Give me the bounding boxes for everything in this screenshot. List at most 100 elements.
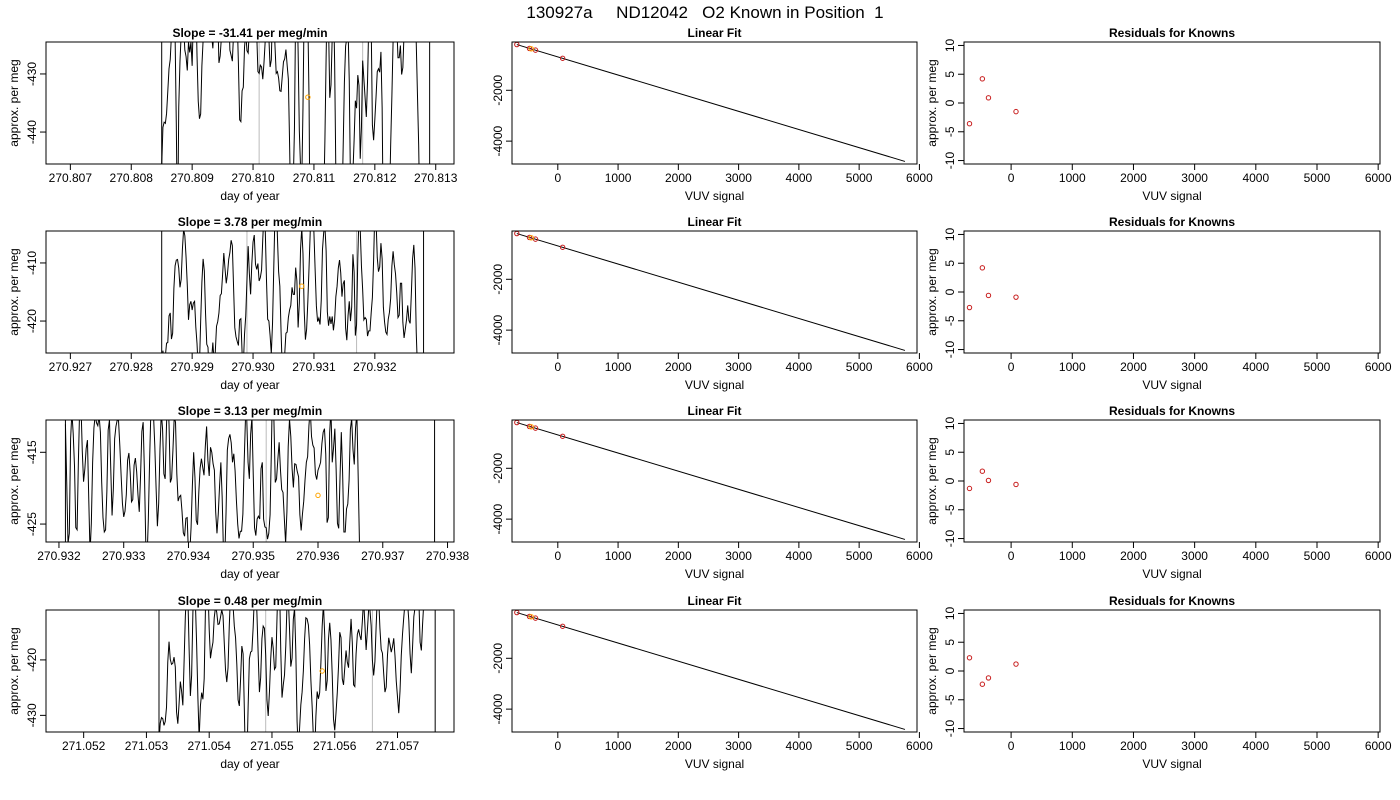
- y-tick-label: -5: [943, 504, 957, 515]
- plot-area: [966, 655, 1019, 687]
- x-tick-label: 5000: [846, 739, 873, 753]
- x-tick-label: 4000: [786, 360, 813, 374]
- x-tick-label: 3000: [1181, 360, 1208, 374]
- x-tick-label: 270.933: [102, 549, 146, 563]
- y-tick-label: -410: [25, 251, 39, 275]
- plot-area: [966, 76, 1019, 127]
- known-point: [985, 292, 992, 299]
- x-axis-label: day of year: [220, 567, 279, 581]
- x-axis-label: VUV signal: [685, 189, 744, 203]
- x-tick-label: 4000: [786, 549, 813, 563]
- plot-frame: [45, 609, 455, 733]
- x-tick-label: 5000: [1304, 549, 1331, 563]
- x-tick-label: 1000: [1059, 360, 1086, 374]
- x-tick-label: 6000: [1365, 360, 1392, 374]
- x-tick-label: 271.053: [125, 739, 169, 753]
- y-tick-label: -440: [25, 120, 39, 144]
- plot-frame: [511, 230, 918, 354]
- y-tick-label: -4000: [491, 314, 505, 345]
- chart-panel-10: Residuals for Knowns 0 1000 2000 3000 4000 500…: [925, 215, 1392, 392]
- known-point: [985, 477, 992, 484]
- x-tick-label: 270.935: [232, 549, 276, 563]
- current-point: [528, 46, 534, 52]
- x-tick-label: 270.938: [426, 549, 470, 563]
- series-line-1: [161, 42, 420, 164]
- x-tick-label: 6000: [906, 360, 933, 374]
- y-tick-label: -415: [25, 440, 39, 464]
- chart-panel-6: Linear Fit 0 1000 2000 3000 4000 5000 6000 -2000…: [491, 215, 933, 392]
- chart-title: Slope = 0.48 per meg/min: [178, 594, 322, 608]
- plot-frame: [45, 41, 455, 165]
- x-tick-label: 270.811: [293, 171, 336, 185]
- x-tick-label: 4000: [1242, 739, 1269, 753]
- x-tick-label: 3000: [725, 360, 752, 374]
- y-tick-label: 0: [943, 667, 957, 674]
- plot-frame: [963, 230, 1381, 354]
- chart-title: Linear Fit: [687, 594, 741, 608]
- plot-frame: [963, 41, 1381, 165]
- y-tick-label: -2000: [491, 264, 505, 295]
- plot-area: [514, 610, 906, 730]
- plot-area: [966, 265, 1019, 311]
- x-axis-label: day of year: [220, 189, 279, 203]
- known-point: [559, 623, 566, 629]
- y-axis-label: approx. per meg: [7, 248, 21, 335]
- x-tick-label: 2000: [1120, 360, 1147, 374]
- known-point: [559, 55, 566, 61]
- chart-title: Slope = 3.78 per meg/min: [178, 215, 322, 229]
- x-tick-label: 6000: [906, 549, 933, 563]
- x-tick-label: 1000: [605, 739, 632, 753]
- x-tick-label: 5000: [1304, 360, 1331, 374]
- x-tick-label: 270.928: [110, 360, 154, 374]
- y-axis-label: approx. per meg: [7, 59, 21, 146]
- highlight-point: [315, 492, 321, 499]
- x-tick-label: 271.056: [313, 739, 357, 753]
- x-tick-label: 3000: [1181, 739, 1208, 753]
- y-tick-label: -420: [25, 648, 39, 672]
- chart-panel-3: Slope = 3.13 per meg/min 270.932 270.933 27…: [7, 404, 470, 581]
- chart-panel-8: Linear Fit 0 1000 2000 3000 4000 5000 6000 -2000…: [491, 594, 933, 771]
- x-tick-label: 4000: [786, 171, 813, 185]
- chart-panel-7: Linear Fit 0 1000 2000 3000 4000 5000 6000 -2000…: [491, 404, 933, 581]
- y-axis-label: approx. per meg: [925, 59, 939, 146]
- x-tick-label: 6000: [906, 739, 933, 753]
- x-tick-label: 4000: [786, 739, 813, 753]
- x-tick-label: 2000: [1120, 739, 1147, 753]
- y-tick-label: -10: [943, 530, 957, 548]
- x-tick-label: 0: [1008, 739, 1015, 753]
- x-tick-label: 5000: [846, 171, 873, 185]
- x-tick-label: 6000: [1365, 549, 1392, 563]
- x-axis-label: VUV signal: [1142, 378, 1201, 392]
- series-line-1: [64, 420, 360, 542]
- x-tick-label: 270.930: [231, 360, 275, 374]
- y-tick-label: -4000: [491, 503, 505, 534]
- x-tick-label: 270.932: [37, 549, 81, 563]
- known-point: [985, 675, 992, 681]
- x-tick-label: 270.934: [167, 549, 211, 563]
- x-tick-label: 271.055: [250, 739, 294, 753]
- plot-area: [161, 231, 425, 353]
- chart-panel-2: Slope = 3.78 per meg/min 270.927 270.928 27…: [7, 215, 455, 392]
- known-point: [1013, 661, 1019, 667]
- chart-panel-5: Linear Fit 0 1000 2000 3000 4000 5000 6000 -2000…: [491, 26, 933, 203]
- y-tick-label: 5: [943, 260, 957, 267]
- y-tick-label: 0: [943, 99, 957, 106]
- x-tick-label: 3000: [725, 549, 752, 563]
- plot-area: [64, 420, 436, 542]
- known-point: [966, 121, 973, 127]
- plot-area: [514, 42, 906, 162]
- x-tick-label: 271.057: [376, 739, 420, 753]
- x-tick-label: 0: [554, 171, 561, 185]
- x-tick-label: 270.812: [353, 171, 397, 185]
- x-tick-label: 2000: [1120, 171, 1147, 185]
- x-tick-label: 2000: [665, 360, 692, 374]
- x-tick-label: 270.808: [110, 171, 154, 185]
- x-axis-label: VUV signal: [1142, 567, 1201, 581]
- known-point: [979, 76, 986, 82]
- x-tick-label: 1000: [605, 171, 632, 185]
- fit-line: [516, 422, 906, 540]
- y-tick-label: -10: [943, 152, 957, 170]
- y-tick-label: 10: [943, 38, 957, 52]
- x-tick-label: 0: [554, 360, 561, 374]
